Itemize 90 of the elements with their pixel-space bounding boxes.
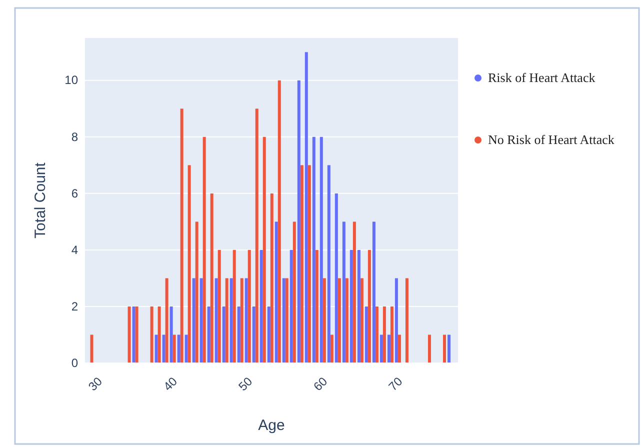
bar: [380, 334, 383, 363]
bar: [240, 278, 244, 363]
x-tick-label: 70: [386, 374, 406, 394]
bar: [387, 334, 390, 363]
bar: [132, 306, 136, 363]
bar: [394, 278, 398, 363]
bar: [255, 108, 258, 363]
bar: [382, 306, 386, 363]
bar: [308, 165, 311, 363]
bar: [177, 334, 180, 363]
bar: [292, 222, 296, 363]
bar: [297, 80, 300, 363]
x-tick-label: 30: [86, 374, 106, 394]
y-tick-label: 4: [71, 242, 78, 257]
bar: [232, 250, 236, 363]
y-tick-label: 0: [71, 356, 78, 370]
bar: [338, 278, 341, 363]
bar: [202, 136, 206, 363]
legend-label: No Risk of Heart Attack: [488, 132, 615, 147]
bar: [230, 278, 233, 363]
bar: [290, 250, 293, 363]
bar: [327, 165, 330, 363]
bar: [342, 222, 346, 363]
bar: [260, 250, 263, 363]
bar: [90, 334, 94, 363]
bar: [447, 334, 450, 363]
bar: [262, 136, 266, 363]
bar: [222, 306, 226, 363]
bar: [364, 306, 368, 363]
bar: [200, 278, 203, 363]
bar: [312, 136, 316, 363]
bar: [322, 278, 326, 363]
bar: [274, 222, 278, 363]
bar: [128, 306, 131, 363]
y-tick-label: 6: [71, 186, 78, 200]
bar: [158, 306, 161, 363]
bar: [210, 193, 214, 363]
bar: [154, 334, 158, 363]
bar: [375, 306, 378, 363]
y-axis-title: Total Count: [32, 162, 49, 238]
bar: [278, 80, 281, 363]
bar: [372, 222, 376, 363]
bar: [165, 278, 168, 363]
bar: [390, 306, 394, 363]
bar: [237, 306, 240, 363]
bar: [188, 165, 191, 363]
x-tick-label: 40: [160, 374, 180, 394]
bar: [150, 306, 154, 363]
bar: [350, 250, 353, 363]
bar: [304, 52, 308, 363]
bar: [180, 108, 184, 363]
bar: [442, 334, 446, 363]
bar: [428, 334, 431, 363]
bar: [225, 278, 228, 363]
bar: [405, 278, 408, 363]
bar: [218, 250, 221, 363]
bar: [320, 136, 323, 363]
bar: [172, 334, 176, 363]
bar: [248, 250, 251, 363]
x-tick-label: 50: [236, 374, 256, 394]
y-tick-label: 10: [64, 73, 78, 88]
bar: [360, 278, 364, 363]
bar: [357, 250, 360, 363]
bar: [270, 193, 274, 363]
bar: [195, 222, 198, 363]
legend-label: Risk of Heart Attack: [488, 70, 596, 85]
bar: [244, 278, 248, 363]
bar: [267, 306, 270, 363]
bar: [398, 334, 401, 363]
bar: [135, 306, 138, 363]
bar: [368, 250, 371, 363]
bar: [184, 334, 188, 363]
bar: [162, 334, 166, 363]
bar: [207, 306, 210, 363]
bar: [345, 278, 348, 363]
y-tick-label: 8: [71, 130, 78, 144]
y-tick-label: 2: [71, 299, 78, 314]
bar: [192, 278, 196, 363]
bar: [300, 165, 304, 363]
bar: [170, 306, 173, 363]
bar: [252, 306, 256, 363]
bar: [214, 278, 218, 363]
bar: [334, 193, 338, 363]
x-axis-title: Age: [258, 417, 285, 434]
bar: [285, 278, 288, 363]
bar: [315, 250, 318, 363]
bar: [282, 278, 286, 363]
x-tick-label: 60: [310, 374, 330, 394]
bar: [330, 334, 334, 363]
bar: [352, 222, 356, 363]
